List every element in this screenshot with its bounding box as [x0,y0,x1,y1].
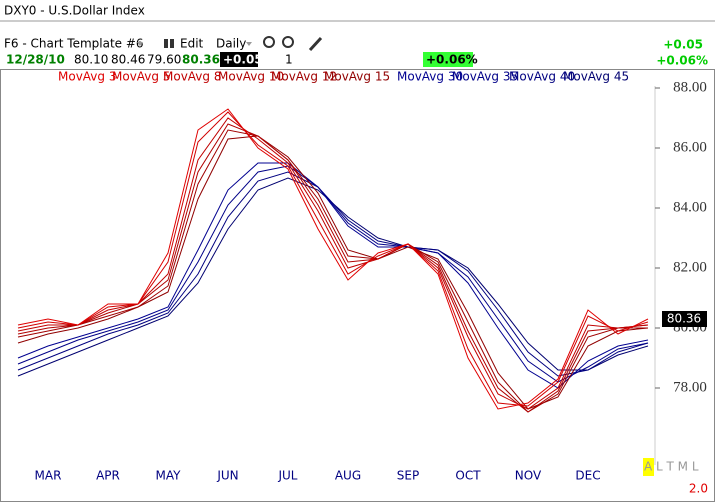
change: +0.05 [223,53,263,67]
pct-box [423,52,473,67]
edit[interactable]: Edit [180,37,204,51]
dropdown-arrow[interactable] [137,42,143,46]
ma-line [17,117,649,410]
edit-icon[interactable] [164,39,168,48]
legend-entry: MovAvg 45 [563,70,629,84]
footer-letters: A L T M L [644,460,699,474]
x-tick-label: NOV [515,469,542,483]
ma-line [17,171,649,377]
x-tick-label: JUN [216,469,238,483]
ma-line [17,111,649,407]
legend-entry: MovAvg 10 [218,70,284,84]
ma-line [17,108,649,410]
ma-line [17,165,649,383]
y-tick-label: 88.00 [673,79,707,95]
open: 80.10 [74,53,108,67]
x-tick-label: JUL [277,469,297,483]
y-tick-label: 86.00 [673,139,707,155]
legend-entry: MovAvg 15 [324,70,390,84]
template[interactable]: F6 - Chart Template #6 [4,37,144,51]
x-tick-label: AUG [335,469,361,483]
footer-highlight [643,458,654,476]
legend-entry: MovAvg 8 [163,70,221,84]
right-pct: +0.06% [656,54,708,68]
legend-entry: MovAvg 12 [271,70,337,84]
low: 79.60 [147,53,181,67]
price-label-box [662,311,707,327]
x-tick-label: SEP [397,469,419,483]
zoom-out[interactable] [282,36,294,48]
x-tick-label: DEC [575,469,600,483]
period[interactable]: Daily [216,37,246,51]
price-label: 80.36 [667,312,701,326]
high: 80.46 [111,53,145,67]
legend-entry: MovAvg 40 [509,70,575,84]
right-change: +0.05 [663,38,703,52]
pct: +0.06% [426,53,478,67]
title: DXY0 - U.S.Dollar Index [4,4,145,18]
ma-line [17,123,649,413]
size: 1 [285,53,293,67]
y-tick-label: 82.00 [673,259,707,275]
date: 12/28/10 [6,53,65,67]
x-tick-label: MAY [156,469,182,483]
legend-entry: MovAvg 5 [112,70,170,84]
legend-entry: MovAvg 35 [452,70,518,84]
ma-line [17,129,648,413]
last: 80.36 [182,53,220,67]
legend-entry: MovAvg 3 [58,70,116,84]
draw-tool[interactable] [308,36,323,52]
y-tick-label: 84.00 [673,199,707,215]
change-box [220,52,258,67]
x-tick-label: APR [96,469,120,483]
y-tick-label: 78.00 [673,379,707,395]
legend-entry: MovAvg 30 [397,70,463,84]
edit-icon[interactable] [170,39,174,48]
x-tick-label: MAR [35,469,62,483]
ma-line [17,162,649,389]
footer-version: 2.0 [689,482,708,496]
dropdown-arrow[interactable] [246,42,252,46]
zoom-in[interactable] [263,36,275,48]
x-tick-label: OCT [455,469,481,483]
